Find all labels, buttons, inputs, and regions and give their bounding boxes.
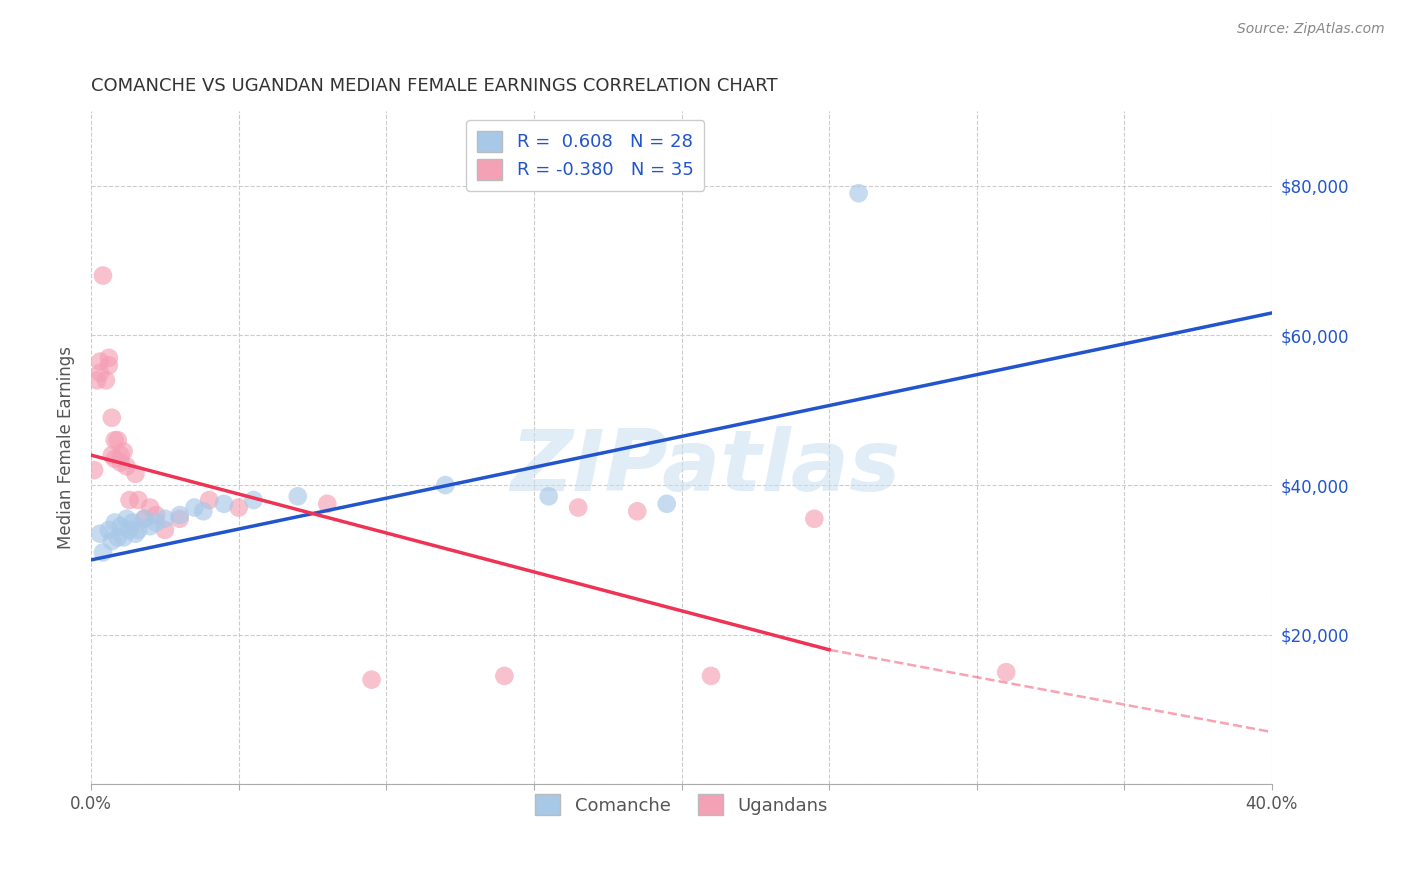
Legend: Comanche, Ugandans: Comanche, Ugandans xyxy=(527,788,835,822)
Point xyxy=(626,504,648,518)
Point xyxy=(97,359,120,373)
Point xyxy=(124,526,146,541)
Point xyxy=(134,512,156,526)
Point xyxy=(91,545,114,559)
Point xyxy=(494,669,516,683)
Point xyxy=(97,523,120,537)
Point xyxy=(995,665,1018,680)
Point xyxy=(101,410,124,425)
Point xyxy=(193,504,215,518)
Point xyxy=(115,459,138,474)
Point xyxy=(183,500,205,515)
Point xyxy=(567,500,589,515)
Point xyxy=(153,512,176,526)
Point xyxy=(127,523,149,537)
Point xyxy=(97,351,120,365)
Point xyxy=(287,489,309,503)
Point xyxy=(118,523,141,537)
Point xyxy=(83,463,105,477)
Point xyxy=(107,531,129,545)
Point xyxy=(198,493,221,508)
Point xyxy=(139,500,162,515)
Point xyxy=(655,497,678,511)
Point xyxy=(110,448,132,462)
Point xyxy=(118,493,141,508)
Point xyxy=(107,433,129,447)
Point xyxy=(316,497,339,511)
Point xyxy=(104,451,127,466)
Point xyxy=(121,516,143,530)
Text: Source: ZipAtlas.com: Source: ZipAtlas.com xyxy=(1237,22,1385,37)
Point xyxy=(89,526,111,541)
Point xyxy=(537,489,560,503)
Point xyxy=(104,433,127,447)
Point xyxy=(145,508,167,522)
Point xyxy=(89,354,111,368)
Point xyxy=(360,673,382,687)
Point xyxy=(110,519,132,533)
Point xyxy=(110,456,132,470)
Point xyxy=(700,669,723,683)
Point xyxy=(145,516,167,530)
Point xyxy=(134,512,156,526)
Point xyxy=(228,500,250,515)
Point xyxy=(94,373,117,387)
Point xyxy=(124,467,146,481)
Point xyxy=(86,373,108,387)
Point xyxy=(153,523,176,537)
Point xyxy=(169,508,191,522)
Point xyxy=(169,512,191,526)
Point xyxy=(127,493,149,508)
Point xyxy=(101,448,124,462)
Text: COMANCHE VS UGANDAN MEDIAN FEMALE EARNINGS CORRELATION CHART: COMANCHE VS UGANDAN MEDIAN FEMALE EARNIN… xyxy=(91,78,778,95)
Text: ZIPatlas: ZIPatlas xyxy=(510,426,900,509)
Point xyxy=(139,519,162,533)
Y-axis label: Median Female Earnings: Median Female Earnings xyxy=(58,346,75,549)
Point xyxy=(91,268,114,283)
Point xyxy=(848,186,870,201)
Point xyxy=(115,512,138,526)
Point xyxy=(89,366,111,380)
Point xyxy=(101,534,124,549)
Point xyxy=(242,493,264,508)
Point xyxy=(434,478,457,492)
Point xyxy=(803,512,825,526)
Point xyxy=(112,444,135,458)
Point xyxy=(112,531,135,545)
Point xyxy=(104,516,127,530)
Point xyxy=(212,497,235,511)
